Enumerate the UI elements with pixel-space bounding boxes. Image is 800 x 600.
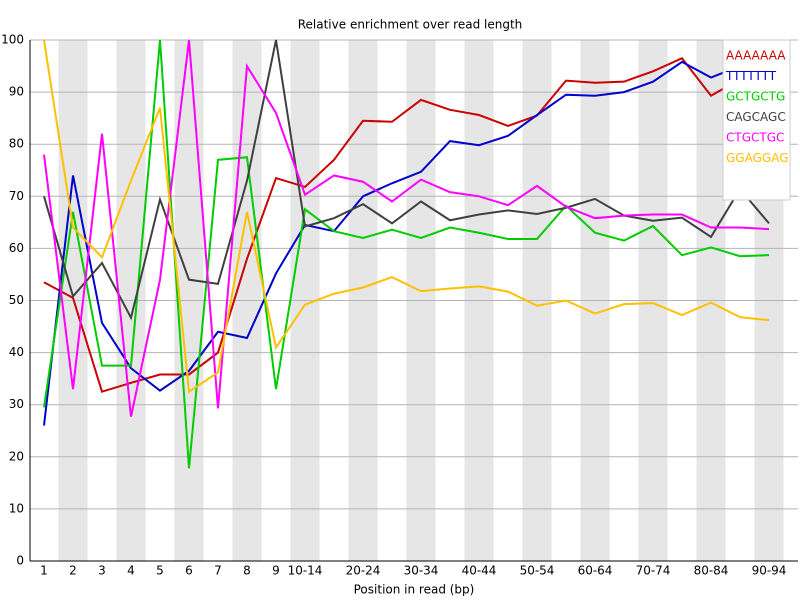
legend-label: GCTGCTG	[726, 90, 785, 104]
x-tick-label: 4	[127, 564, 135, 578]
x-tick-label: 20-24	[346, 564, 381, 578]
x-tick-label: 8	[243, 564, 251, 578]
legend-box	[722, 39, 791, 201]
series-line	[43, 56, 769, 393]
y-tick-label: 60	[9, 241, 24, 255]
y-tick-label: 40	[9, 345, 24, 359]
x-tick-label: 1	[40, 564, 48, 578]
y-tick-label: 50	[9, 293, 24, 307]
y-tick-label: 100	[1, 33, 24, 47]
x-tick-label: 2	[69, 564, 77, 578]
legend-label: CAGCAGC	[726, 110, 786, 124]
series-line	[43, 39, 770, 394]
y-tick-label: 30	[9, 397, 24, 411]
y-tick-label: 20	[9, 449, 24, 463]
x-tick-label: 90-94	[752, 564, 787, 578]
x-tick-label: 10-14	[288, 564, 323, 578]
series-line	[43, 39, 770, 321]
y-tick-label: 10	[9, 501, 24, 515]
x-tick-label: 3	[98, 564, 106, 578]
series-line	[43, 60, 769, 426]
x-tick-label: 80-84	[694, 564, 729, 578]
series-line	[43, 39, 770, 417]
x-tick-label: 5	[156, 564, 164, 578]
legend-label: TTTTTTT	[725, 69, 777, 83]
y-tick-label: 90	[9, 85, 24, 99]
y-tick-label: 80	[9, 137, 24, 151]
y-tick-label: 0	[16, 554, 24, 568]
x-tick-label: 30-34	[404, 564, 439, 578]
series-line	[43, 39, 770, 469]
x-tick-label: 40-44	[462, 564, 497, 578]
y-tick-label: 70	[9, 189, 24, 203]
x-tick-label: 6	[185, 564, 193, 578]
legend-label: AAAAAAA	[726, 49, 786, 63]
x-tick-label: 7	[214, 564, 222, 578]
chart-title: Relative enrichment over read length	[298, 18, 523, 32]
x-tick-label: 50-54	[520, 564, 555, 578]
x-axis-label: Position in read (bp)	[354, 583, 475, 597]
x-tick-label: 9	[272, 564, 280, 578]
legend-label: CTGCTGC	[726, 131, 784, 145]
x-tick-label: 60-64	[578, 564, 613, 578]
legend-label: GGAGGAG	[726, 151, 789, 165]
x-tick-label: 70-74	[636, 564, 671, 578]
